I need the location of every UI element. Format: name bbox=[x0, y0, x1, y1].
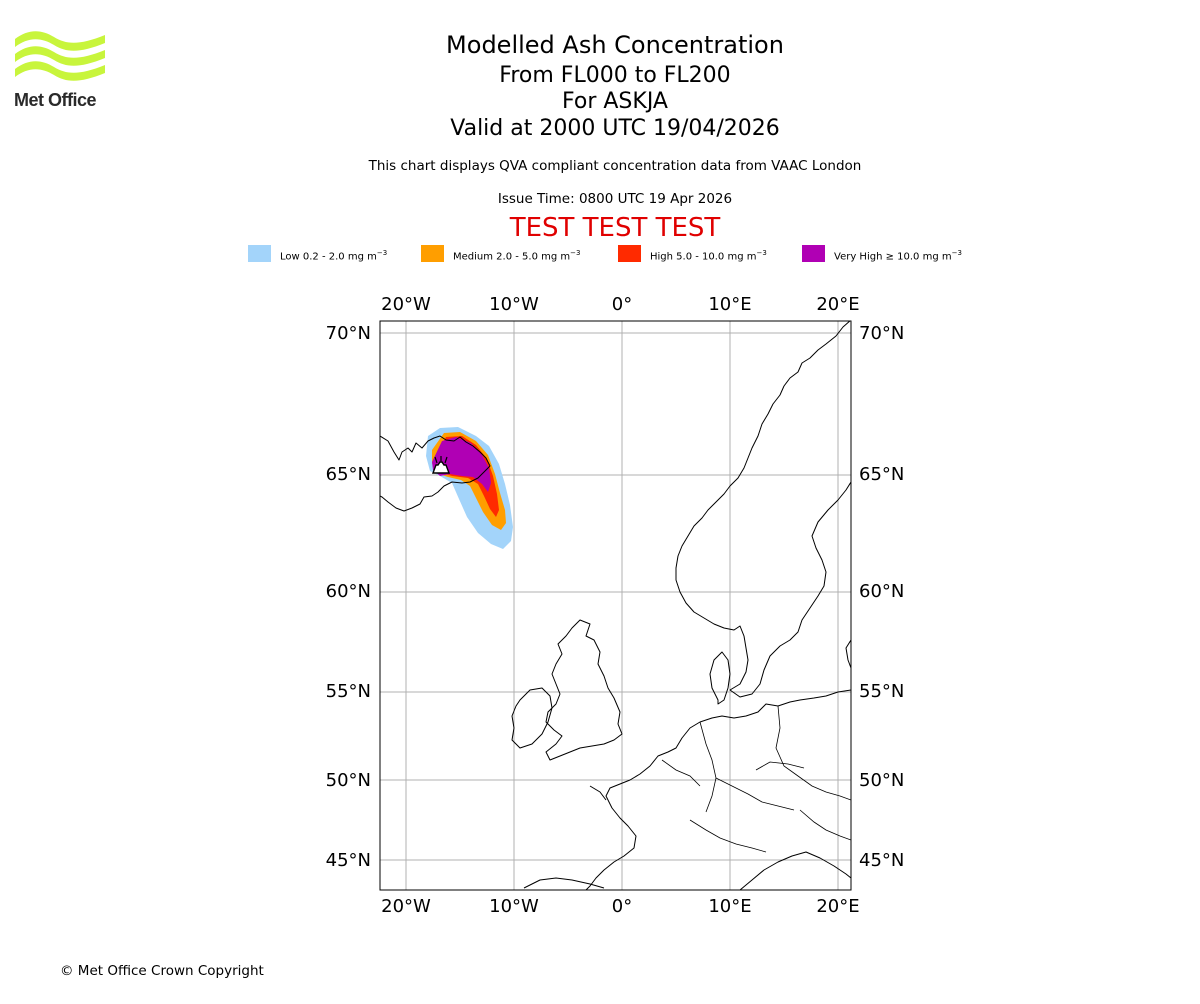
coast-finland bbox=[845, 639, 851, 669]
lat-label-right-60n: 60°N bbox=[859, 581, 904, 602]
lat-label-left-60n: 60°N bbox=[326, 581, 371, 602]
legend-swatch-very-high bbox=[802, 245, 825, 262]
legend-swatch-medium bbox=[421, 245, 444, 262]
lon-label-bottom-10w: 10°W bbox=[489, 896, 539, 917]
volcano-name: For ASKJA bbox=[562, 89, 668, 114]
met-office-logo-text: Met Office bbox=[14, 90, 97, 110]
border-cz bbox=[755, 761, 805, 771]
lat-label-left-45n: 45°N bbox=[326, 850, 371, 871]
map-frame bbox=[379, 320, 852, 891]
lat-label-left-55n: 55°N bbox=[326, 681, 371, 702]
coast-iceland bbox=[380, 435, 491, 512]
legend-swatch-low bbox=[248, 245, 271, 262]
lat-label-left-50n: 50°N bbox=[326, 770, 371, 791]
top-lon-labels: 20°W 10°W 0° 10°E 20°E bbox=[381, 294, 859, 315]
lat-label-right-70n: 70°N bbox=[859, 323, 904, 344]
chart-title: Modelled Ash Concentration bbox=[446, 31, 784, 59]
lon-label-top-0: 0° bbox=[612, 294, 632, 315]
test-banner: TEST TEST TEST bbox=[509, 213, 721, 243]
legend-label-medium: Medium 2.0 - 5.0 mg m−3 bbox=[453, 249, 581, 263]
border-de-pl bbox=[775, 705, 851, 801]
left-lat-labels: 70°N 65°N 60°N 55°N 50°N 45°N bbox=[326, 323, 371, 871]
issue-time: Issue Time: 0800 UTC 19 Apr 2026 bbox=[497, 191, 733, 207]
lon-label-top-10e: 10°E bbox=[708, 294, 751, 315]
coast-mediterranean bbox=[739, 851, 851, 890]
coast-great-britain bbox=[545, 619, 623, 761]
ash-very-high bbox=[432, 437, 491, 492]
chart-description: This chart displays QVA compliant concen… bbox=[368, 158, 862, 174]
legend-label-low: Low 0.2 - 2.0 mg m−3 bbox=[280, 249, 388, 263]
lon-label-top-10w: 10°W bbox=[489, 294, 539, 315]
border-de-at bbox=[715, 777, 795, 811]
lat-label-right-50n: 50°N bbox=[859, 770, 904, 791]
lon-label-bottom-10e: 10°E bbox=[708, 896, 751, 917]
border-fr-de bbox=[699, 721, 717, 813]
concentration-legend: Low 0.2 - 2.0 mg m−3 Medium 2.0 - 5.0 mg… bbox=[0, 244, 1200, 264]
lat-label-right-65n: 65°N bbox=[859, 464, 904, 485]
graticule bbox=[380, 321, 851, 890]
lon-label-top-20e: 20°E bbox=[816, 294, 859, 315]
met-office-logo: Met Office bbox=[14, 30, 110, 114]
lon-label-bottom-20w: 20°W bbox=[381, 896, 431, 917]
coast-spain bbox=[523, 877, 605, 889]
lat-label-right-45n: 45°N bbox=[859, 850, 904, 871]
border-hungary bbox=[799, 809, 851, 841]
volcano-icon bbox=[431, 456, 451, 474]
lon-label-bottom-0: 0° bbox=[612, 896, 632, 917]
country-borders bbox=[661, 705, 851, 853]
lon-label-top-20w: 20°W bbox=[381, 294, 431, 315]
legend-label-high: High 5.0 - 10.0 mg m−3 bbox=[650, 249, 767, 263]
border-alps bbox=[689, 819, 767, 853]
coast-scandinavia bbox=[675, 321, 851, 698]
lon-label-bottom-20e: 20°E bbox=[816, 896, 859, 917]
border-benelux bbox=[661, 759, 701, 787]
coast-brittany bbox=[589, 785, 607, 801]
copyright-notice: © Met Office Crown Copyright bbox=[60, 963, 264, 979]
lat-label-left-70n: 70°N bbox=[326, 323, 371, 344]
coastlines bbox=[380, 321, 851, 890]
flight-level-range: From FL000 to FL200 bbox=[499, 63, 731, 88]
legend-label-very-high: Very High ≥ 10.0 mg m−3 bbox=[834, 249, 962, 263]
coast-ireland bbox=[511, 687, 553, 749]
legend-swatch-high bbox=[618, 245, 641, 262]
bottom-lon-labels: 20°W 10°W 0° 10°E 20°E bbox=[381, 896, 859, 917]
valid-time: Valid at 2000 UTC 19/04/2026 bbox=[450, 116, 780, 141]
map-content bbox=[380, 321, 851, 890]
right-lat-labels: 70°N 65°N 60°N 55°N 50°N 45°N bbox=[859, 323, 904, 871]
lat-label-right-55n: 55°N bbox=[859, 681, 904, 702]
coast-denmark bbox=[709, 651, 731, 705]
lat-label-left-65n: 65°N bbox=[326, 464, 371, 485]
coast-europe bbox=[585, 689, 851, 890]
met-office-waves-icon bbox=[15, 31, 105, 81]
